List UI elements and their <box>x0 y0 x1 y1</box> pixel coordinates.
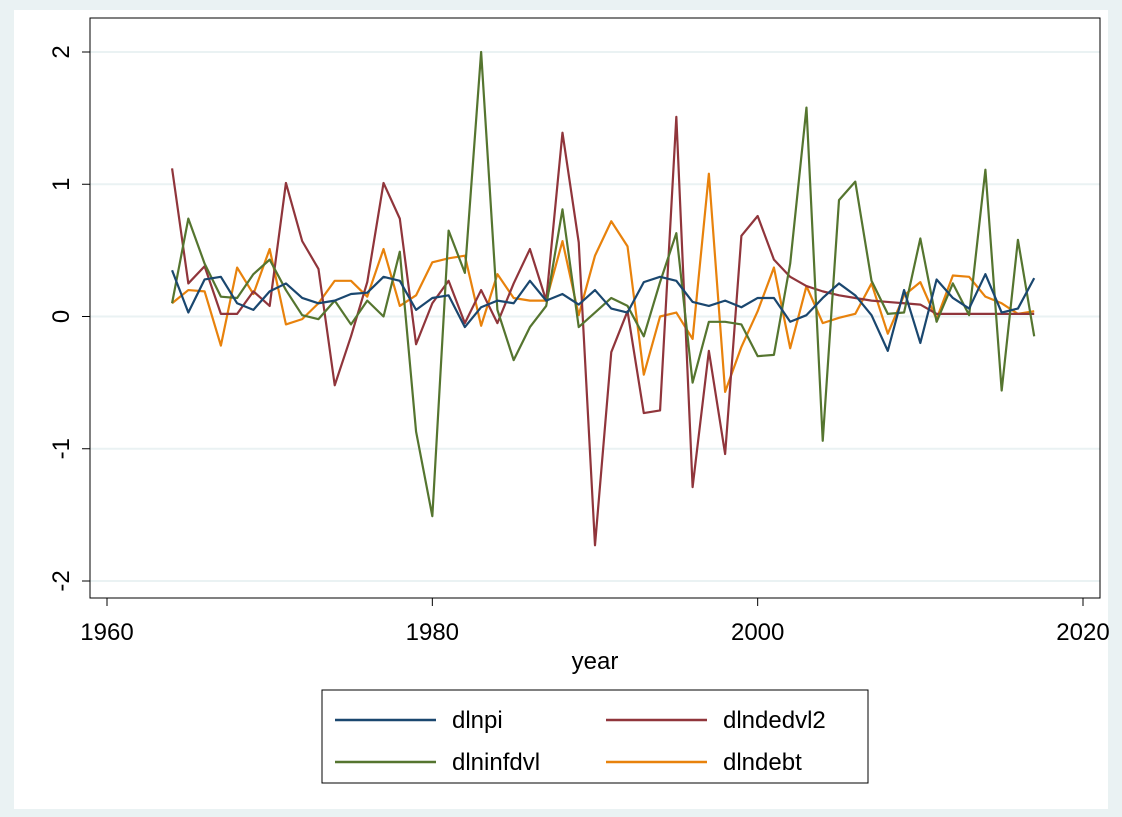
legend-label-dlndedvl2: dlndedvl2 <box>723 707 826 734</box>
gridlines <box>90 51 1100 582</box>
y-tick-label: -1 <box>48 438 75 459</box>
y-tick-label: 1 <box>48 178 75 191</box>
y-tick-label: 0 <box>48 310 75 323</box>
chart-canvas <box>14 10 1108 809</box>
series-line-dlnpi <box>171 269 1036 352</box>
legend-label-dlndebt: dlndebt <box>723 749 802 776</box>
legend-box <box>321 689 869 784</box>
series-lines <box>170 50 1036 547</box>
legend-label-dlninfdvl: dlninfdvl <box>452 749 540 776</box>
plot-area-frame <box>89 17 1101 599</box>
series-line-dlndebt <box>171 172 1035 393</box>
y-axis: -2 -1 0 1 2 <box>48 45 90 592</box>
x-axis: 1960 1980 2000 2020 <box>80 598 1110 646</box>
x-tick-label: 2020 <box>1056 619 1109 646</box>
legend-items: dlnpi dlndedvl2 dlninfdvl dlndebt <box>335 707 826 776</box>
x-tick-label: 1980 <box>406 619 459 646</box>
y-tick-label: -2 <box>48 570 75 591</box>
series-line-dlndedvl2 <box>170 115 1035 547</box>
series-line-dlninfdvl <box>170 50 1036 518</box>
legend: dlnpi dlndedvl2 dlninfdvl dlndebt <box>321 689 869 784</box>
x-tick-label: 2000 <box>731 619 784 646</box>
legend-label-dlnpi: dlnpi <box>452 707 503 734</box>
y-tick-label: 2 <box>48 45 75 58</box>
x-tick-label: 1960 <box>80 619 133 646</box>
x-axis-title: year <box>572 648 619 675</box>
